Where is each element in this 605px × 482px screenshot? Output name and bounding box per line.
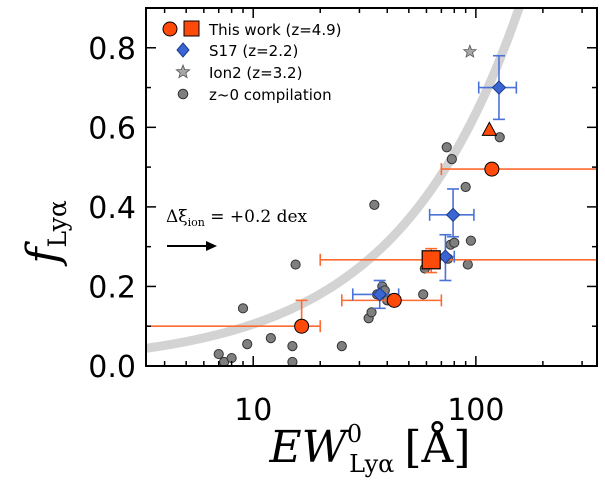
annotation-text: Δξion = +0.2 dex <box>166 207 308 229</box>
x-axis-title-unit: [Å] <box>404 420 470 473</box>
z0-compilation-point <box>460 181 471 193</box>
this-work-circle <box>484 161 500 177</box>
ion2-star <box>462 44 478 58</box>
z0-compilation-point <box>465 235 477 246</box>
legend-label-s17: S17 (z=2.2) <box>209 42 298 60</box>
axis-ticks: 10 100 0.0 0.2 0.4 0.6 0.8 <box>88 7 597 428</box>
xi-ion-annotation: Δξion = +0.2 dex <box>166 207 308 251</box>
z0-compilation-point <box>287 356 298 366</box>
legend-label-this-work: This work (z=4.9) <box>208 21 342 39</box>
x-axis-title: EW0 Lyα [Å] <box>268 420 470 478</box>
model-curve <box>146 8 524 353</box>
annotation-sub: ion <box>188 216 205 229</box>
legend-marker-circle <box>162 21 178 37</box>
legend-marker-square <box>183 20 200 37</box>
y-tick-label: 0.8 <box>88 32 136 67</box>
legend-marker-diamond <box>176 42 190 58</box>
y-axis-title: fLyα <box>18 200 72 267</box>
z0-compilation-point <box>287 341 298 352</box>
legend-marker-z0 <box>177 88 189 100</box>
s17-diamond <box>438 249 453 264</box>
z0-compilation-point <box>213 348 224 360</box>
x-tick-label: 100 <box>447 393 504 428</box>
annotation-main: Δξ <box>166 207 188 227</box>
this-work-circle <box>294 318 310 334</box>
z0-compilation-point <box>336 341 347 352</box>
z0-compilation-point <box>290 259 301 270</box>
y-tick-label: 0.6 <box>88 111 136 146</box>
this-work-square <box>421 250 441 270</box>
y-tick-label: 0.2 <box>88 270 136 305</box>
z0-compilation-point <box>242 339 253 350</box>
z0-compilation-point <box>446 154 457 165</box>
legend: This work (z=4.9) S17 (z=2.2) Ion2 (z=3.… <box>162 20 342 104</box>
annotation-rest: = +0.2 dex <box>205 207 308 227</box>
this-work-circle <box>386 292 402 308</box>
plot-frame <box>145 7 598 367</box>
legend-marker-star <box>175 63 191 79</box>
this-work-triangle <box>481 121 498 136</box>
z0-compilation-point <box>494 132 505 143</box>
z0-compilation-point <box>462 259 473 270</box>
annotation-arrowhead <box>206 241 217 251</box>
legend-label-ion2: Ion2 (z=3.2) <box>209 64 302 82</box>
legend-label-z0: z~0 compilation <box>209 86 332 104</box>
s17-diamond <box>491 80 507 95</box>
y-axis-title-sub: Lyα <box>43 200 72 247</box>
z0-compilation-point <box>237 303 249 314</box>
z0-compilation-point <box>418 289 429 300</box>
y-tick-label: 0.4 <box>88 191 136 226</box>
z0-compilation-point <box>441 142 452 153</box>
x-axis-title-sub: Lyα <box>349 450 394 478</box>
plot-area <box>146 8 597 366</box>
x-axis-title-main: EW <box>268 422 350 473</box>
x-axis-title-sup: 0 <box>347 420 362 448</box>
z0-compilation-point <box>369 199 380 210</box>
z0-compilation-point <box>449 237 460 248</box>
s17-diamond <box>372 287 387 302</box>
x-tick-label: 10 <box>234 393 272 428</box>
z0-compilation-point <box>366 307 377 318</box>
z0-compilation-point <box>265 333 276 344</box>
s17-diamond <box>445 207 461 223</box>
y-tick-label: 0.0 <box>88 350 136 385</box>
